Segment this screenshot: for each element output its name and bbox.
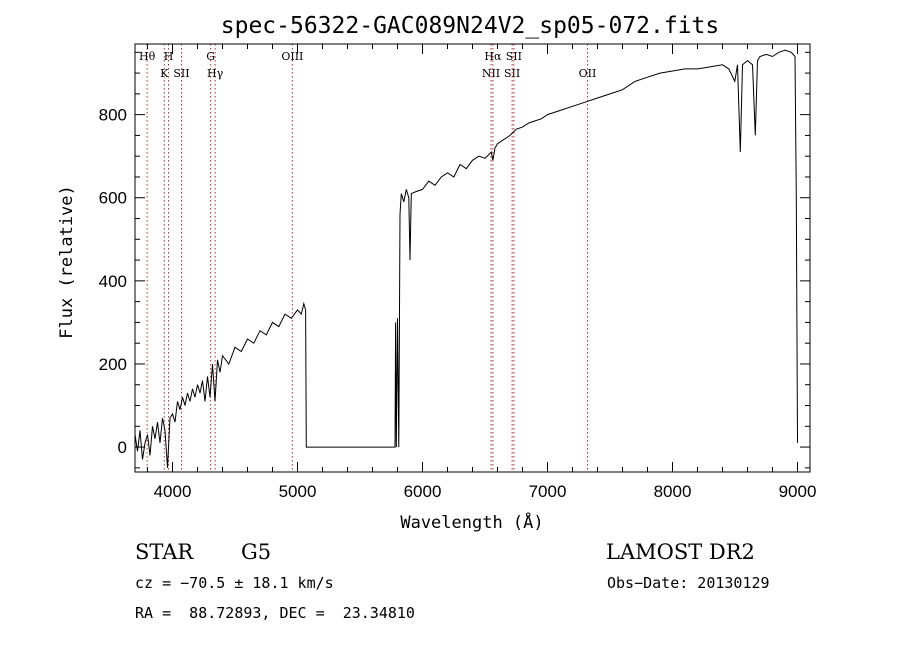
redshift-cz: cz = −70.5 ± 18.1 km/s — [135, 574, 334, 592]
obs-date: Obs−Date: 20130129 — [607, 574, 770, 592]
line-label-5: Hγ — [207, 67, 224, 80]
line-label-4: G — [206, 50, 215, 63]
line-label-10: SII — [506, 50, 522, 63]
line-label-6: OIII — [281, 50, 303, 63]
coordinates: RA = 88.72893, DEC = 23.34810 — [135, 604, 415, 622]
line-label-11: OII — [579, 67, 597, 80]
line-label-2: H — [164, 50, 174, 63]
x-axis-label: Wavelength (Å) — [400, 511, 543, 533]
survey-name: LAMOST DR2 — [606, 540, 755, 564]
object-class: STAR — [135, 540, 194, 564]
x-tick-label-3: 7000 — [529, 482, 567, 501]
x-tick-label-0: 4000 — [154, 482, 192, 501]
y-axis-label: Flux (relative) — [57, 185, 77, 339]
y-tick-label-3: 600 — [99, 189, 127, 208]
line-label-7: NII — [482, 67, 500, 80]
line-label-8: Hα — [484, 50, 502, 63]
x-tick-label-1: 5000 — [279, 482, 317, 501]
axis-ticks: 4000 5000 6000 7000 8000 9000 0 200 400 600 800 — [99, 44, 817, 501]
line-label-1: K — [160, 67, 169, 80]
x-tick-label-5: 9000 — [779, 482, 817, 501]
x-tick-label-2: 6000 — [404, 482, 442, 501]
line-label-0: Hθ — [139, 50, 156, 63]
line-label-9: SII — [504, 67, 520, 80]
y-tick-label-1: 200 — [99, 355, 127, 374]
line-label-3: SII — [173, 67, 189, 80]
object-subclass: G5 — [241, 540, 272, 564]
x-tick-label-4: 8000 — [654, 482, 692, 501]
plot-frame — [134, 43, 811, 473]
series-line-0 — [134, 49, 798, 468]
y-tick-label-4: 800 — [99, 106, 127, 125]
chart-title: spec-56322-GAC089N24V2_sp05-072.fits — [221, 13, 720, 39]
y-tick-label-0: 0 — [118, 438, 127, 457]
series-layer — [134, 49, 798, 468]
y-tick-label-2: 400 — [99, 272, 127, 291]
